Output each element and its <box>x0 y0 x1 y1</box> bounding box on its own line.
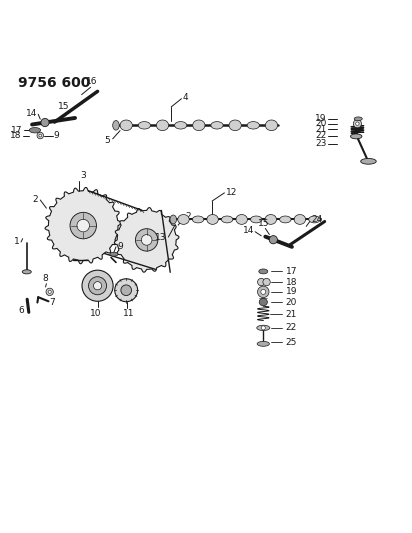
Text: 19: 19 <box>315 114 327 123</box>
Ellipse shape <box>110 252 118 256</box>
Circle shape <box>37 132 44 139</box>
Circle shape <box>46 288 54 296</box>
Circle shape <box>136 229 158 251</box>
Circle shape <box>82 270 113 301</box>
Text: 1: 1 <box>14 237 19 246</box>
Text: 22: 22 <box>316 131 327 140</box>
Ellipse shape <box>211 122 223 129</box>
Ellipse shape <box>250 216 262 223</box>
Polygon shape <box>45 188 122 264</box>
Text: 17: 17 <box>11 126 23 135</box>
Text: 21: 21 <box>315 125 327 133</box>
Circle shape <box>41 118 49 127</box>
Text: 3: 3 <box>80 171 86 180</box>
Ellipse shape <box>247 122 260 129</box>
Text: 9: 9 <box>117 243 123 252</box>
Text: 20: 20 <box>315 119 327 128</box>
Ellipse shape <box>22 270 31 274</box>
Text: 9756 600: 9756 600 <box>18 76 90 90</box>
Text: 22: 22 <box>286 324 297 333</box>
Ellipse shape <box>178 214 189 224</box>
Text: 9: 9 <box>54 131 59 140</box>
Text: 19: 19 <box>286 287 297 296</box>
Text: 16: 16 <box>86 77 97 86</box>
Circle shape <box>258 286 269 297</box>
Text: 15: 15 <box>58 102 70 111</box>
Ellipse shape <box>265 120 278 131</box>
Circle shape <box>77 219 89 232</box>
Ellipse shape <box>354 117 362 120</box>
Circle shape <box>258 278 265 286</box>
Text: 12: 12 <box>226 188 237 197</box>
Text: 18: 18 <box>10 131 22 140</box>
Circle shape <box>94 281 102 290</box>
Text: 24: 24 <box>311 215 323 224</box>
Text: 14: 14 <box>26 109 37 118</box>
Circle shape <box>48 290 51 294</box>
Ellipse shape <box>175 122 187 129</box>
Ellipse shape <box>265 214 276 224</box>
Ellipse shape <box>29 127 40 133</box>
Text: 21: 21 <box>286 310 297 319</box>
Text: 13: 13 <box>155 233 167 243</box>
Ellipse shape <box>192 216 204 223</box>
Ellipse shape <box>113 120 119 130</box>
Text: 14: 14 <box>243 227 254 236</box>
Ellipse shape <box>259 298 267 306</box>
Text: 17: 17 <box>286 267 297 276</box>
Text: 20: 20 <box>286 297 297 306</box>
Ellipse shape <box>157 120 169 131</box>
Circle shape <box>261 326 265 330</box>
Text: 15: 15 <box>258 219 269 228</box>
Ellipse shape <box>207 214 218 224</box>
Ellipse shape <box>309 216 320 223</box>
Ellipse shape <box>360 158 376 164</box>
Text: 4: 4 <box>183 93 188 102</box>
Text: 5: 5 <box>105 136 110 145</box>
Circle shape <box>121 285 131 296</box>
Text: 18: 18 <box>286 278 297 287</box>
Text: 23: 23 <box>315 139 327 148</box>
Ellipse shape <box>257 325 270 330</box>
Ellipse shape <box>229 120 241 131</box>
Circle shape <box>115 279 138 302</box>
Ellipse shape <box>259 269 268 274</box>
Circle shape <box>89 277 107 295</box>
Ellipse shape <box>170 215 176 224</box>
Circle shape <box>39 134 42 137</box>
Ellipse shape <box>257 342 269 346</box>
Polygon shape <box>115 208 179 272</box>
Circle shape <box>261 289 266 294</box>
Text: 2: 2 <box>33 195 38 204</box>
Text: 8: 8 <box>43 274 49 283</box>
Ellipse shape <box>236 214 248 224</box>
Ellipse shape <box>138 122 150 129</box>
Circle shape <box>269 236 277 244</box>
Ellipse shape <box>120 120 132 131</box>
Circle shape <box>356 122 359 125</box>
Ellipse shape <box>280 216 291 223</box>
Text: 6: 6 <box>18 306 24 315</box>
Text: 7: 7 <box>50 297 56 306</box>
Circle shape <box>141 235 152 245</box>
Text: 2: 2 <box>185 213 191 222</box>
Ellipse shape <box>221 216 233 223</box>
Ellipse shape <box>294 214 306 224</box>
Circle shape <box>353 119 361 128</box>
Circle shape <box>70 212 96 239</box>
Circle shape <box>263 278 270 286</box>
Ellipse shape <box>351 134 362 139</box>
Ellipse shape <box>193 120 205 131</box>
Text: 10: 10 <box>90 309 101 318</box>
Text: 11: 11 <box>122 309 134 318</box>
Text: 25: 25 <box>286 338 297 346</box>
